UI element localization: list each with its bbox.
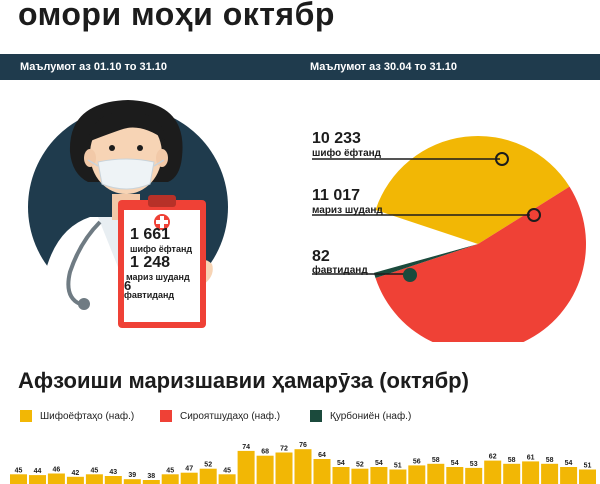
bar-day-10 [180, 472, 198, 484]
legend-label-sick: Сироятшудаҳо (наф.) [180, 410, 281, 422]
bar-day-16 [294, 449, 312, 484]
bar-label-day-10: 47 [185, 466, 193, 473]
bar-label-day-22: 56 [413, 458, 421, 465]
bar-day-6 [104, 476, 122, 484]
bar-day-7 [123, 479, 141, 484]
bar-label-day-31: 51 [584, 463, 592, 470]
legend-item-sick: Сироятшудаҳо (наф.) [160, 410, 280, 422]
bar-label-day-14: 68 [261, 449, 269, 456]
pie-slice-died [373, 244, 478, 279]
section-title: Афзоиши маризшавии ҳамарӯза (октябр) [18, 368, 469, 393]
pie-slice-sick [375, 186, 586, 342]
bar-day-14 [256, 455, 274, 484]
bar-label-day-27: 58 [508, 457, 516, 464]
legend-label-recovered: Шифоёфтаҳо (наф.) [40, 410, 135, 422]
bar-label-day-6: 43 [109, 469, 117, 476]
bar-day-2 [29, 475, 46, 484]
bar-day-3 [47, 473, 65, 484]
bar-label-day-30: 54 [565, 460, 573, 467]
period-left: Маълумот аз 01.10 то 31.10 [20, 61, 168, 73]
clipboard-recovered-label: шифо ёфтанд [130, 244, 193, 254]
bar-day-27 [503, 463, 521, 484]
bar-day-13 [237, 450, 255, 484]
clipboard-sick-value: 1 248 [130, 254, 171, 271]
daily-bar-chart: 45 44 46 42 45 43 39 38 45 47 52 45 74 68 72 76 64 54 52 54… [10, 442, 596, 484]
pie-died-label: фавтиданд [312, 265, 368, 276]
bar-label-day-3: 46 [53, 467, 61, 474]
page-title: омори моҳи октябр [18, 0, 335, 32]
totals-pie-chart [312, 136, 586, 342]
bar-day-12 [218, 474, 236, 484]
bar-label-day-21: 51 [394, 463, 402, 470]
legend-swatch-died [310, 410, 322, 422]
bar-label-day-29: 58 [546, 457, 554, 464]
bar-label-day-18: 54 [337, 460, 345, 467]
bar-label-day-13: 74 [242, 444, 250, 451]
bar-label-day-15: 72 [280, 446, 288, 453]
bar-day-30 [560, 467, 578, 484]
doctor-illustration [28, 100, 228, 328]
legend-swatch-sick [160, 410, 172, 422]
bar-day-25 [465, 467, 483, 484]
bar-day-21 [389, 469, 407, 484]
bar-label-day-16: 76 [299, 442, 307, 449]
pie-recovered-label: шифо ёфтанд [312, 148, 382, 159]
legend-swatch-recovered [20, 410, 32, 422]
pie-died-value: 82 [312, 248, 330, 265]
bar-day-31 [579, 469, 596, 484]
bar-label-day-11: 52 [204, 462, 212, 469]
pie-slice-recovered [375, 136, 570, 244]
bar-day-11 [199, 468, 217, 484]
bar-day-5 [85, 474, 103, 484]
bar-label-day-7: 39 [128, 472, 136, 479]
pie-slices [373, 136, 586, 342]
pie-sick-label: мариз шуданд [312, 205, 383, 216]
bar-label-day-2: 44 [34, 468, 42, 475]
clipboard-died-label: фавтиданд [124, 290, 175, 300]
bar-day-29 [541, 463, 559, 484]
bar-day-26 [484, 460, 502, 484]
bar-day-24 [446, 467, 464, 484]
bar-day-9 [161, 474, 179, 484]
bar-label-day-19: 52 [356, 462, 364, 469]
clipboard-recovered-value: 1 661 [130, 226, 171, 243]
bar-label-day-28: 61 [527, 454, 535, 461]
bar-day-19 [351, 468, 369, 484]
bar-label-day-24: 54 [451, 460, 459, 467]
period-band [0, 54, 600, 80]
bar-day-15 [275, 452, 293, 484]
bar-day-18 [332, 467, 350, 484]
legend-item-recovered: Шифоёфтаҳо (наф.) [20, 410, 134, 422]
bar-day-23 [427, 463, 445, 484]
bar-day-1 [10, 474, 27, 484]
bar-day-4 [66, 476, 84, 484]
bar-day-28 [522, 461, 540, 484]
bar-label-day-5: 45 [91, 467, 99, 474]
pie-sick-value: 11 017 [312, 187, 361, 204]
bar-label-day-8: 38 [147, 473, 155, 480]
bar-label-day-20: 54 [375, 460, 383, 467]
period-right: Маълумот аз 30.04 то 31.10 [310, 61, 458, 73]
bar-label-day-23: 58 [432, 457, 440, 464]
legend-label-died: Қурбониён (наф.) [330, 410, 412, 422]
bar-day-17 [313, 459, 331, 484]
bar-label-day-1: 45 [15, 467, 23, 474]
bar-label-day-25: 53 [470, 461, 478, 468]
bar-label-day-26: 62 [489, 454, 497, 461]
bar-label-day-17: 64 [318, 452, 326, 459]
bar-day-8 [142, 480, 160, 484]
pie-leaders [312, 152, 541, 282]
pie-recovered-value: 10 233 [312, 130, 361, 147]
clipboard-sick-label: мариз шуданд [126, 272, 190, 282]
legend-item-died: Қурбониён (наф.) [310, 410, 411, 422]
clipboard-died-value: 6 [124, 278, 132, 293]
bar-label-day-4: 42 [72, 470, 80, 477]
bar-day-20 [370, 467, 388, 484]
bar-day-22 [408, 465, 426, 484]
bar-label-day-9: 45 [166, 467, 174, 474]
bar-label-day-12: 45 [223, 467, 231, 474]
